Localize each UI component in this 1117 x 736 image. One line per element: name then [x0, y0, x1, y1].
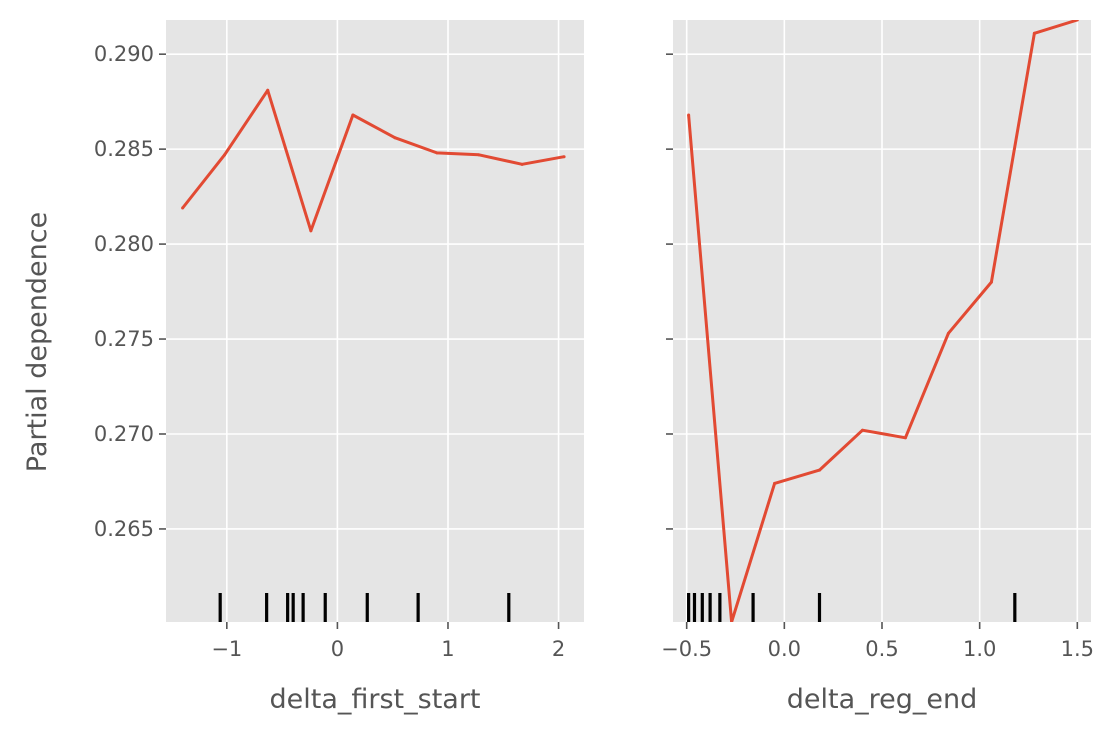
- y-tick-label-4: 0.285: [94, 137, 154, 161]
- series-line-0: [687, 20, 1078, 622]
- x-tick-label-3: 2: [552, 637, 565, 661]
- series-point-4: [860, 428, 864, 432]
- x-tick-label-1: 0.0: [768, 637, 801, 661]
- series-point-1: [730, 620, 734, 622]
- x-tick-label-1: 0: [331, 637, 344, 661]
- series-point-8: [1032, 31, 1036, 35]
- series-point-1: [223, 153, 227, 157]
- series-point-5: [393, 136, 397, 140]
- y-tick-label-1: 0.270: [94, 422, 154, 446]
- series-point-6: [435, 151, 439, 155]
- series-point-4: [351, 113, 355, 117]
- y-tick-label-3: 0.280: [94, 232, 154, 256]
- series-point-2: [266, 88, 270, 92]
- plot-background: [166, 20, 584, 622]
- panel-delta-reg-end: −0.5 0.0 0.5 1.0 1.5 delta_reg_end: [661, 20, 1094, 715]
- x-tick-label-0: −0.5: [661, 637, 712, 661]
- x-tick-label-4: 1.5: [1061, 637, 1094, 661]
- series-point-3: [817, 468, 821, 472]
- y-tick-label-0: 0.265: [94, 517, 154, 541]
- y-axis-label: Partial dependence: [22, 212, 53, 472]
- x-tick-label-3: 1.0: [963, 637, 996, 661]
- series-point-8: [520, 162, 524, 166]
- series-point-9: [562, 155, 566, 159]
- series-point-7: [989, 280, 993, 284]
- series-point-5: [903, 436, 907, 440]
- panel-delta-first-start: −1 0 1 2 0.265 0.270 0.275 0.280 0.285 0.290 delta…: [22, 20, 584, 715]
- x-axis-label: delta_reg_end: [787, 684, 978, 715]
- x-tick-label-0: −1: [211, 637, 242, 661]
- x-tick-label-2: 1: [441, 637, 454, 661]
- series-point-6: [946, 331, 950, 335]
- x-tick-label-2: 0.5: [865, 637, 898, 661]
- series-line-0: [181, 88, 565, 233]
- series-point-2: [773, 481, 777, 485]
- y-tick-label-2: 0.275: [94, 327, 154, 351]
- series-point-7: [477, 153, 481, 157]
- y-tick-label-5: 0.290: [94, 42, 154, 66]
- x-axis-label: delta_first_start: [269, 684, 480, 715]
- series-point-9: [1075, 20, 1079, 22]
- series-point-0: [181, 206, 185, 210]
- series-point-3: [309, 229, 313, 233]
- series-point-0: [687, 113, 691, 117]
